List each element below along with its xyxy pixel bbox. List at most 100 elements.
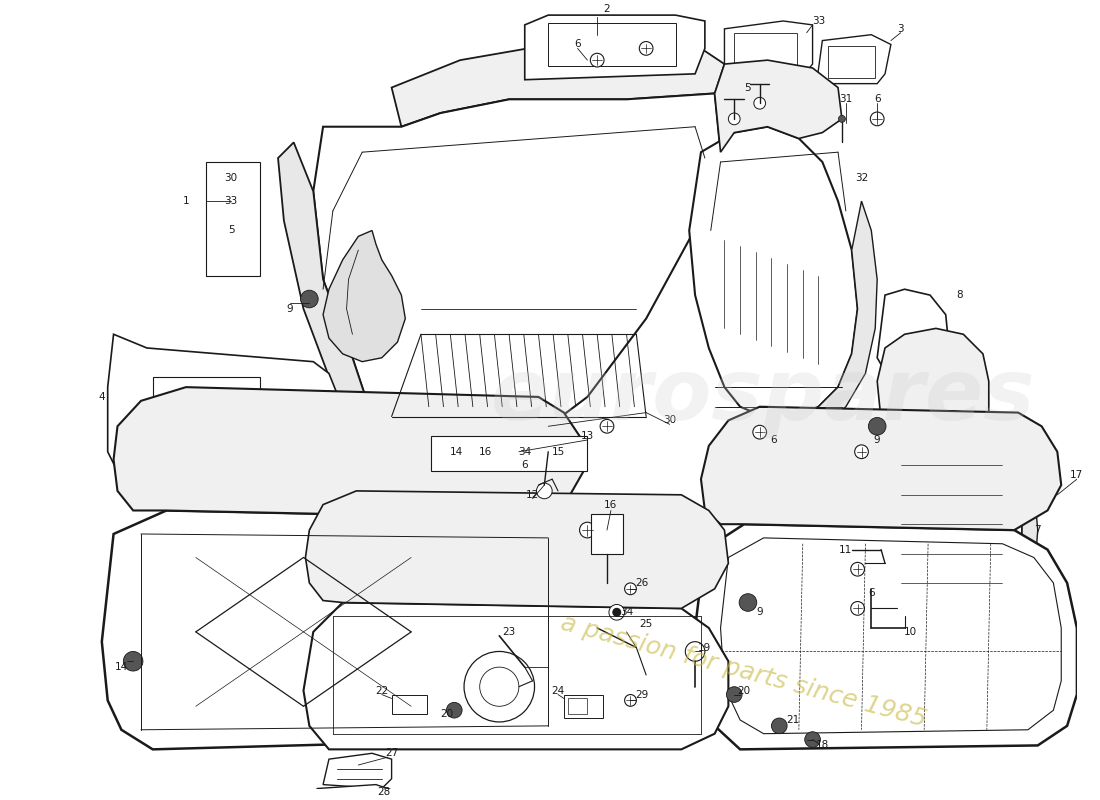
Bar (564, 694, 603, 718)
Circle shape (838, 115, 846, 122)
Polygon shape (816, 34, 891, 84)
Polygon shape (701, 406, 1062, 530)
Bar (568, 698, 587, 714)
Circle shape (580, 522, 595, 538)
Polygon shape (877, 328, 989, 421)
Text: 5: 5 (745, 82, 751, 93)
Text: 6: 6 (868, 588, 875, 598)
Bar (548, 23, 675, 66)
Circle shape (447, 702, 462, 718)
Text: 16: 16 (604, 500, 617, 510)
Text: 14: 14 (114, 662, 128, 672)
Text: 26: 26 (636, 578, 649, 588)
Text: 6: 6 (770, 435, 777, 445)
Bar (392, 694, 427, 714)
Circle shape (601, 419, 614, 433)
Polygon shape (871, 413, 1022, 642)
Circle shape (868, 418, 886, 435)
Polygon shape (102, 510, 583, 750)
Text: 17: 17 (1070, 470, 1084, 480)
Bar (735, 33, 796, 68)
Text: 16: 16 (478, 446, 492, 457)
Polygon shape (877, 290, 949, 387)
Polygon shape (725, 21, 813, 80)
Text: 10: 10 (904, 627, 917, 637)
Polygon shape (525, 15, 705, 80)
Circle shape (480, 667, 519, 706)
Text: 28: 28 (377, 787, 390, 798)
Polygon shape (323, 754, 392, 789)
Text: 13: 13 (581, 431, 594, 441)
Bar (153, 378, 261, 432)
Polygon shape (304, 602, 728, 750)
Text: 23: 23 (503, 627, 516, 637)
Text: 12: 12 (526, 490, 539, 500)
Polygon shape (323, 230, 405, 362)
Text: 19: 19 (698, 642, 712, 653)
Text: 22: 22 (375, 686, 388, 696)
Circle shape (591, 54, 604, 67)
Text: 29: 29 (636, 690, 649, 699)
Polygon shape (690, 126, 858, 417)
Text: 6: 6 (574, 39, 581, 50)
Bar (828, 46, 876, 78)
Text: 8: 8 (956, 290, 962, 300)
Polygon shape (278, 142, 392, 452)
Bar (431, 436, 587, 471)
Text: 30: 30 (224, 173, 238, 182)
Text: 9: 9 (873, 435, 880, 445)
Circle shape (805, 732, 821, 747)
Circle shape (123, 651, 143, 671)
Text: 34: 34 (518, 446, 531, 457)
Bar (304, 466, 319, 477)
Text: 33: 33 (224, 196, 238, 206)
Circle shape (537, 483, 552, 498)
Text: 21: 21 (786, 715, 800, 725)
Text: 14: 14 (450, 446, 463, 457)
Text: 20: 20 (440, 709, 453, 719)
Polygon shape (314, 94, 720, 446)
Circle shape (752, 426, 767, 439)
Text: 31: 31 (839, 94, 853, 104)
Text: a passion for parts since 1985: a passion for parts since 1985 (559, 610, 930, 731)
Bar (206, 162, 261, 275)
Text: 6: 6 (521, 461, 528, 470)
Polygon shape (695, 524, 1077, 750)
Text: 1: 1 (183, 196, 189, 206)
Text: 34: 34 (620, 607, 634, 618)
Circle shape (850, 602, 865, 615)
Circle shape (728, 113, 740, 125)
Text: 11: 11 (839, 545, 853, 554)
Circle shape (625, 583, 637, 594)
Text: 25: 25 (639, 619, 652, 629)
Circle shape (870, 112, 884, 126)
Circle shape (613, 608, 620, 616)
Text: 3: 3 (898, 24, 904, 34)
Polygon shape (818, 201, 877, 426)
Circle shape (300, 290, 318, 308)
Text: 15: 15 (551, 446, 564, 457)
Text: 5: 5 (228, 226, 234, 235)
Circle shape (609, 605, 625, 620)
Text: 9: 9 (286, 304, 293, 314)
Circle shape (771, 718, 788, 734)
Circle shape (639, 42, 653, 55)
Circle shape (855, 445, 868, 458)
Circle shape (685, 642, 705, 662)
Polygon shape (113, 387, 583, 518)
Text: 2: 2 (604, 4, 611, 14)
Circle shape (739, 594, 757, 611)
Text: 27: 27 (385, 748, 398, 758)
Polygon shape (715, 60, 842, 152)
Polygon shape (108, 334, 337, 471)
Circle shape (850, 562, 865, 576)
Text: 20: 20 (737, 686, 750, 696)
Polygon shape (392, 34, 725, 126)
Text: 33: 33 (812, 16, 825, 26)
Text: 30: 30 (663, 415, 676, 426)
Circle shape (726, 686, 742, 702)
Polygon shape (306, 491, 728, 608)
Text: 6: 6 (873, 94, 880, 104)
Bar (592, 514, 623, 554)
Text: 9: 9 (757, 607, 763, 618)
